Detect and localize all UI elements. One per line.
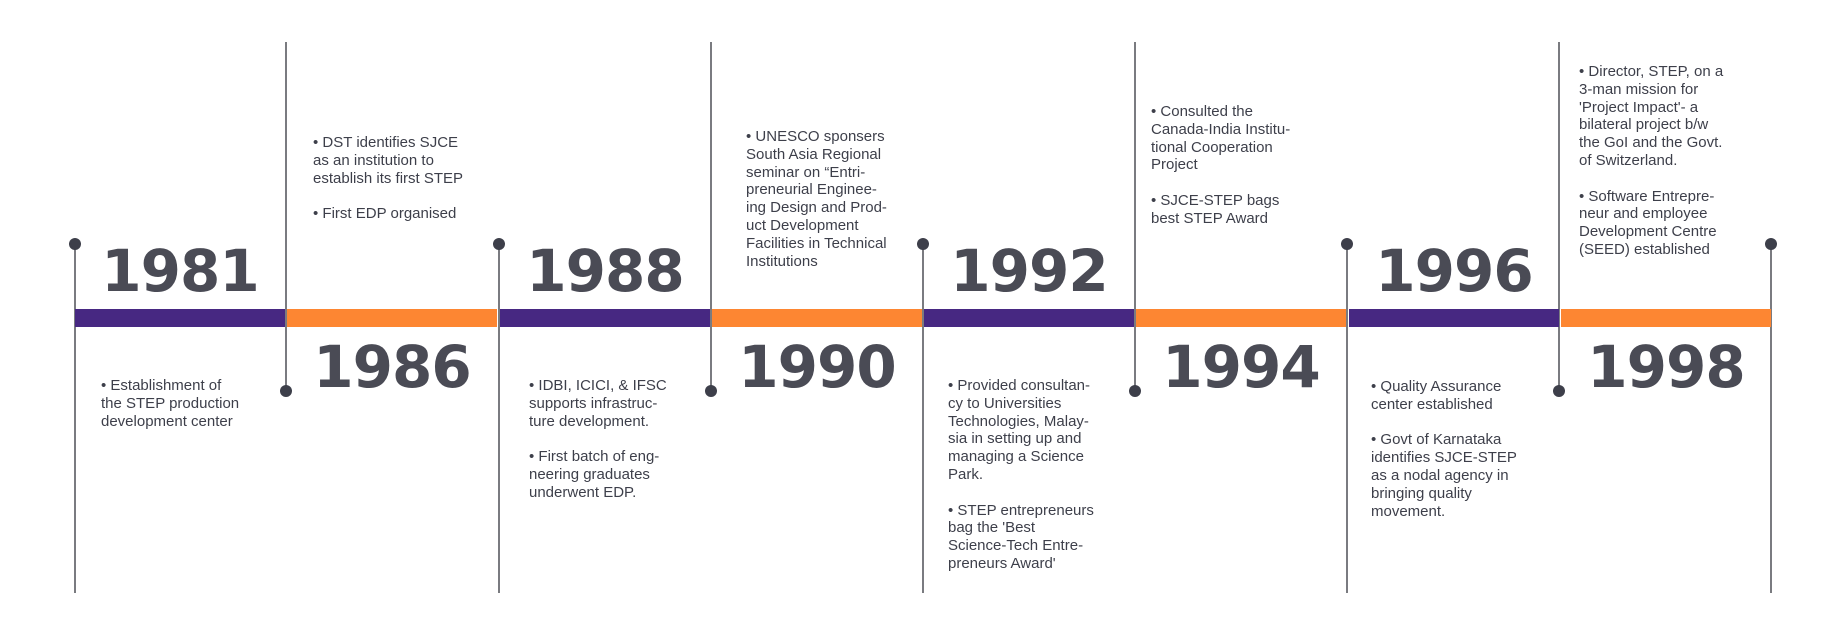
divider-line — [1346, 244, 1348, 593]
divider-line — [710, 42, 712, 391]
milestone-note: • Provided consultan- cy to Universities… — [948, 377, 1090, 483]
marker-dot — [705, 385, 717, 397]
divider-line — [1134, 42, 1136, 391]
year-label: 1992 — [950, 237, 1108, 305]
milestone-notes: • Provided consultan- cy to Universities… — [948, 377, 1094, 573]
divider-line — [498, 244, 500, 593]
milestone-note: • Establishment of the STEP production d… — [101, 377, 240, 430]
milestone-notes: • Establishment of the STEP production d… — [101, 377, 239, 430]
note-spacer — [313, 187, 463, 205]
milestone-note: • First EDP organised — [313, 205, 457, 223]
year-label: 1981 — [101, 237, 259, 305]
milestone-notes: • IDBI, ICICI, & IFSC supports infrastru… — [529, 377, 667, 502]
note-spacer — [1579, 170, 1723, 188]
year-label: 1996 — [1375, 237, 1533, 305]
milestone-notes: • Consulted the Canada-India Institu- ti… — [1151, 103, 1290, 228]
year-label: 1986 — [313, 333, 471, 401]
milestone-notes: • UNESCO sponsers South Asia Regional se… — [746, 128, 887, 270]
marker-dot — [280, 385, 292, 397]
divider-line — [285, 42, 287, 391]
milestone-notes: • Quality Assurance center established • … — [1371, 378, 1517, 520]
milestone-note: • STEP entrepreneurs bag the 'Best Scien… — [948, 501, 1094, 572]
milestone-note: • SJCE-STEP bags best STEP Award — [1151, 191, 1280, 227]
year-label: 1990 — [738, 333, 896, 401]
marker-dot — [917, 238, 929, 250]
timeline-segment — [1136, 309, 1346, 327]
milestone-note: • DST identifies SJCE as an institution … — [313, 134, 464, 187]
timeline-segment — [500, 309, 710, 327]
marker-dot — [493, 238, 505, 250]
note-spacer — [1371, 414, 1517, 432]
note-spacer — [1151, 174, 1290, 192]
milestone-notes: • DST identifies SJCE as an institution … — [313, 134, 463, 223]
marker-dot — [1341, 238, 1353, 250]
timeline-segment — [712, 309, 922, 327]
divider-line — [1558, 42, 1560, 391]
milestone-note: • UNESCO sponsers South Asia Regional se… — [746, 128, 887, 270]
timeline-segment — [75, 309, 285, 327]
timeline-segment — [1349, 309, 1559, 327]
milestone-note: • Director, STEP, on a 3-man mission for… — [1579, 63, 1724, 169]
marker-dot — [1553, 385, 1565, 397]
marker-dot — [69, 238, 81, 250]
timeline-segment — [924, 309, 1134, 327]
milestone-note: • Govt of Karnataka identifies SJCE-STEP… — [1371, 431, 1517, 520]
milestone-note: • IDBI, ICICI, & IFSC supports infrastru… — [529, 377, 667, 430]
divider-line — [922, 244, 924, 593]
marker-dot — [1129, 385, 1141, 397]
year-label: 1988 — [526, 237, 684, 305]
year-label: 1994 — [1162, 333, 1320, 401]
milestone-note: • First batch of eng- neering graduates … — [529, 448, 660, 501]
note-spacer — [529, 430, 667, 448]
timeline-segment — [1561, 309, 1771, 327]
milestone-note: • Consulted the Canada-India Institu- ti… — [1151, 103, 1291, 174]
milestone-note: • Quality Assurance center established — [1371, 378, 1502, 413]
milestone-notes: • Director, STEP, on a 3-man mission for… — [1579, 63, 1723, 259]
divider-line — [74, 244, 76, 593]
marker-dot — [1765, 238, 1777, 250]
timeline-segment — [287, 309, 497, 327]
milestone-note: • Software Entrepre- neur and employee D… — [1579, 187, 1717, 258]
note-spacer — [948, 484, 1094, 502]
divider-line — [1770, 244, 1772, 593]
year-label: 1998 — [1587, 333, 1745, 401]
